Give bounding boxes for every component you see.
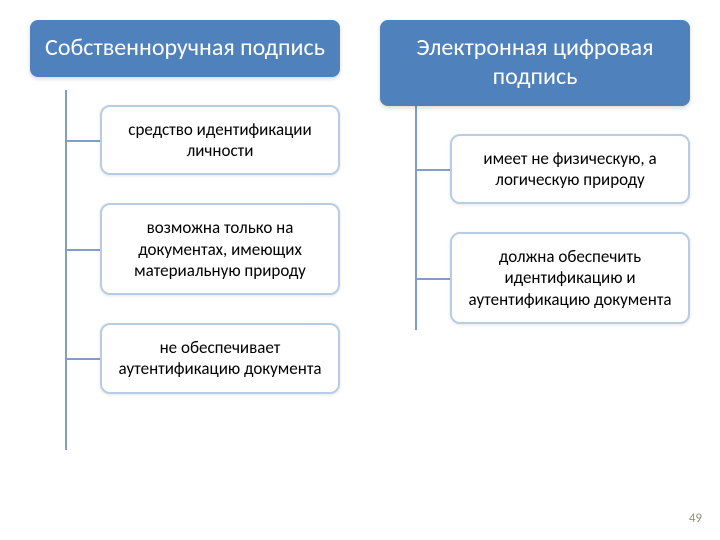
left-child-1-wrap: возможна только на документах, имеющих м… <box>100 203 340 295</box>
right-child-0-wrap: имеет не физическую, а логическую природ… <box>450 134 690 205</box>
left-child-1: возможна только на документах, имеющих м… <box>100 203 340 295</box>
page-number: 49 <box>689 511 702 526</box>
connector <box>65 358 100 360</box>
left-header: Собственноручная подпись <box>30 20 340 77</box>
right-column: Электронная цифровая подпись имеет не фи… <box>380 20 690 394</box>
right-child-1: должна обеспечить идентификацию и аутент… <box>450 232 690 324</box>
left-trunk <box>65 90 67 450</box>
right-trunk <box>415 90 417 330</box>
diagram-columns: Собственноручная подпись средство иденти… <box>0 0 720 394</box>
right-child-0: имеет не физическую, а логическую природ… <box>450 134 690 205</box>
left-child-0-wrap: средство идентификации личности <box>100 105 340 176</box>
connector <box>65 140 100 142</box>
connector <box>65 249 100 251</box>
left-child-2-wrap: не обеспечивает аутентификацию документа <box>100 323 340 394</box>
connector <box>415 278 450 280</box>
left-child-2: не обеспечивает аутентификацию документа <box>100 323 340 394</box>
right-header: Электронная цифровая подпись <box>380 20 690 106</box>
left-column: Собственноручная подпись средство иденти… <box>30 20 340 394</box>
left-child-0: средство идентификации личности <box>100 105 340 176</box>
connector <box>415 169 450 171</box>
right-child-1-wrap: должна обеспечить идентификацию и аутент… <box>450 232 690 324</box>
